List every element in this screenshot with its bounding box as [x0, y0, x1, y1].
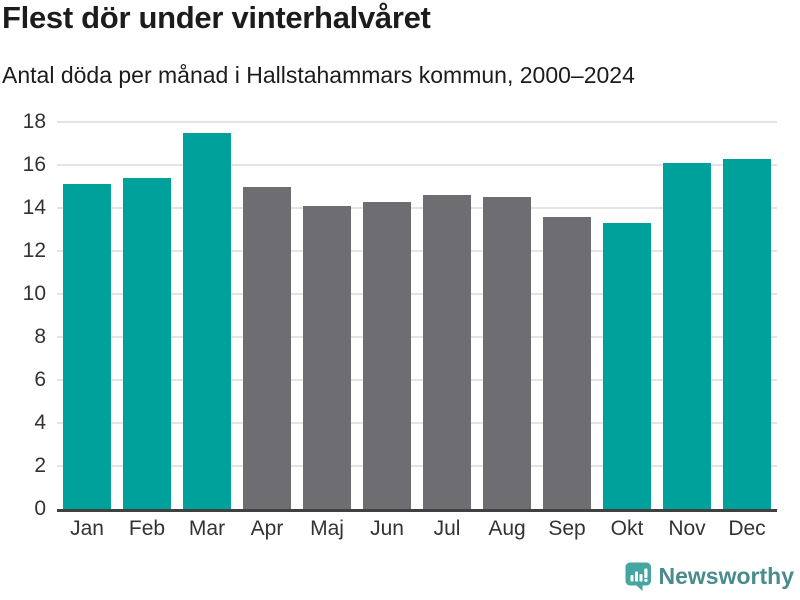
bar-sep [543, 216, 591, 509]
chart-subtitle: Antal döda per månad i Hallstahammars ko… [2, 62, 635, 88]
gridline-y14 [57, 207, 777, 209]
y-axis: 0 2 4 6 8 10 12 14 16 18 [0, 110, 46, 520]
gridline-y2 [57, 465, 777, 467]
x-tick-label-nov: Nov [668, 517, 706, 540]
bar-cell-aug [477, 122, 537, 509]
bar-jul [423, 195, 471, 509]
gridline-y8 [57, 336, 777, 338]
bar-cell-maj [297, 122, 357, 509]
x-axis: Jan Feb Mar Apr Maj Jun Jul Aug Sep Okt Nov Dec [57, 517, 777, 541]
y-tick-label-16: 16 [22, 153, 46, 176]
bar-cell-dec [717, 122, 777, 509]
footer-branding: Newsworthy [625, 562, 794, 591]
bar-cell-jul [417, 122, 477, 509]
bar-cell-jun [357, 122, 417, 509]
y-tick-label-14: 14 [22, 196, 46, 219]
bar-jan [63, 184, 111, 509]
y-tick-label-10: 10 [22, 282, 46, 305]
bar-cell-jan [57, 122, 117, 509]
gridline-y4 [57, 422, 777, 424]
bars-row [57, 122, 777, 509]
bar-nov [663, 162, 711, 509]
x-tick-label-sep: Sep [548, 517, 586, 540]
bar-cell-apr [237, 122, 297, 509]
y-tick-label-0: 0 [34, 497, 46, 520]
bar-apr [243, 186, 291, 509]
x-tick-label-feb: Feb [128, 517, 166, 540]
bar-mar [183, 132, 231, 509]
x-tick-label-okt: Okt [610, 517, 644, 540]
bar-okt [603, 223, 651, 509]
bar-cell-mar [177, 122, 237, 509]
y-tick-label-6: 6 [34, 368, 46, 391]
bar-cell-feb [117, 122, 177, 509]
gridline-y10 [57, 293, 777, 295]
y-tick-label-2: 2 [34, 454, 46, 477]
y-tick-label-12: 12 [22, 239, 46, 262]
newsworthy-logo-icon [625, 562, 651, 591]
gridline-y18 [57, 121, 777, 123]
gridline-y6 [57, 379, 777, 381]
y-tick-label-8: 8 [34, 325, 46, 348]
bar-cell-sep [537, 122, 597, 509]
x-tick-label-jun: Jun [370, 517, 404, 540]
bar-aug [483, 197, 531, 509]
x-tick-label-aug: Aug [488, 517, 526, 540]
x-tick-label-dec: Dec [728, 517, 766, 540]
bar-cell-nov [657, 122, 717, 509]
x-tick-label-jan: Jan [70, 517, 104, 540]
x-tick-label-mar: Mar [188, 517, 226, 540]
bar-cell-okt [597, 122, 657, 509]
gridline-y12 [57, 250, 777, 252]
bar-jun [363, 201, 411, 509]
chart-title: Flest dör under vinterhalvåret [2, 0, 431, 35]
bar-maj [303, 205, 351, 509]
gridline-y16 [57, 164, 777, 166]
brand-name: Newsworthy [658, 563, 794, 589]
bar-feb [123, 177, 171, 509]
x-tick-label-maj: Maj [310, 517, 344, 540]
y-tick-label-4: 4 [34, 411, 46, 434]
y-tick-label-18: 18 [22, 110, 46, 133]
bar-dec [723, 158, 771, 509]
x-tick-label-jul: Jul [433, 517, 461, 540]
x-tick-label-apr: Apr [250, 517, 284, 540]
plot-area [57, 121, 777, 512]
